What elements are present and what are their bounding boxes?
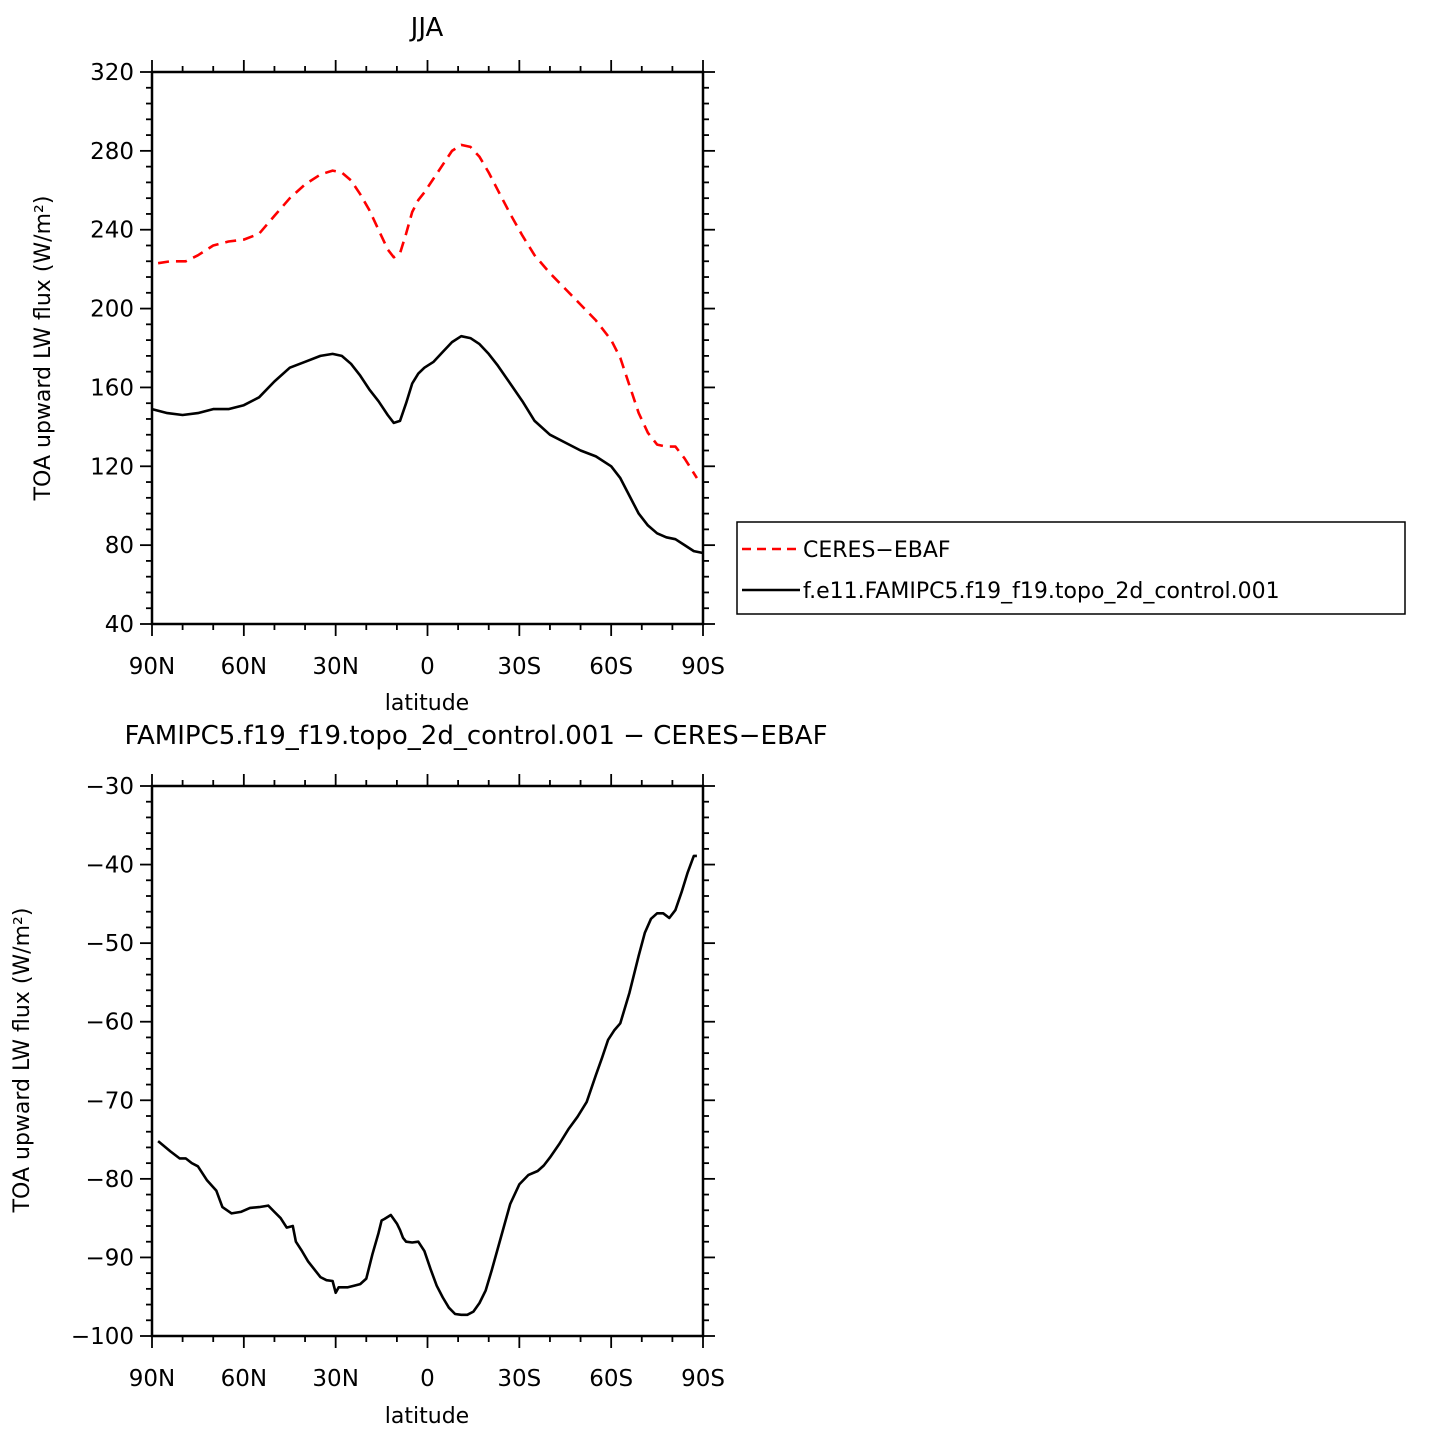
legend-box [736, 521, 1406, 615]
legend-label-ceres: CERES−EBAF [803, 538, 951, 563]
y-tick-label: 240 [90, 218, 134, 244]
series-line-1-0 [157, 854, 697, 1317]
y-tick-label: −30 [85, 774, 134, 800]
y-tick-label: −40 [85, 853, 134, 879]
legend: CERES−EBAF f.e11.FAMIPC5.f19_f19.topo_2d… [736, 521, 1406, 615]
x-tick-label: 0 [420, 654, 435, 680]
top-plot-marks [151, 143, 704, 555]
bottom-plot-ticks: −100 −90 −80 −70 −60 −50 −40 −30 90N 60N 30N 0 30S 60… [71, 774, 725, 1392]
x-tick-label: 30S [497, 1366, 541, 1392]
top-x-axis-title: latitude [385, 691, 469, 716]
y-tick-label: −60 [85, 1010, 134, 1036]
x-tick-label: 30N [312, 654, 358, 680]
top-plot-ticks: 40 80 120 160 200 240 280 320 90N 60N 30N 0 30S 60S 90… [90, 60, 725, 680]
bottom-plot-panel: FAMIPC5.f19_f19.topo_2d_control.001 − CE… [10, 721, 828, 1429]
y-tick-label: −70 [85, 1088, 134, 1114]
x-tick-label: 90S [681, 654, 725, 680]
bottom-y-axis-title: TOA upward LW flux (W/m²) [10, 908, 35, 1214]
top-plot-title: JJA [409, 13, 444, 43]
bottom-plot-frame [150, 784, 705, 1338]
y-tick-label: −50 [85, 931, 134, 957]
y-tick-label: 160 [90, 375, 134, 401]
bottom-plot-title: FAMIPC5.f19_f19.topo_2d_control.001 − CE… [124, 721, 827, 751]
top-plot-frame [150, 70, 705, 626]
y-tick-label: 200 [90, 297, 134, 323]
y-tick-label: −80 [85, 1167, 134, 1193]
bottom-plot-marks [157, 854, 697, 1317]
y-tick-label: 40 [105, 612, 134, 638]
y-tick-label: 320 [90, 60, 134, 86]
y-tick-label: −100 [71, 1324, 134, 1350]
top-y-axis-title: TOA upward LW flux (W/m²) [31, 196, 56, 502]
y-tick-label: −90 [85, 1245, 134, 1271]
series-line-0-1 [151, 334, 704, 555]
top-plot-panel: JJA 40 80 120 160 200 240 280 320 90N 60N 30N 0 30S 6… [31, 13, 725, 716]
series-line-0-0 [157, 143, 699, 479]
bottom-x-axis-title: latitude [385, 1404, 469, 1429]
y-tick-label: 80 [105, 533, 134, 559]
x-tick-label: 60N [221, 654, 267, 680]
x-tick-label: 30S [497, 654, 541, 680]
legend-label-model: f.e11.FAMIPC5.f19_f19.topo_2d_control.00… [803, 579, 1280, 604]
x-tick-label: 90N [129, 654, 175, 680]
x-tick-label: 60S [589, 1366, 633, 1392]
x-tick-label: 90S [681, 1366, 725, 1392]
x-tick-label: 0 [420, 1366, 435, 1392]
y-tick-label: 280 [90, 139, 134, 165]
y-tick-label: 120 [90, 454, 134, 480]
x-tick-label: 60S [589, 654, 633, 680]
x-tick-label: 30N [312, 1366, 358, 1392]
x-tick-label: 90N [129, 1366, 175, 1392]
x-tick-label: 60N [221, 1366, 267, 1392]
